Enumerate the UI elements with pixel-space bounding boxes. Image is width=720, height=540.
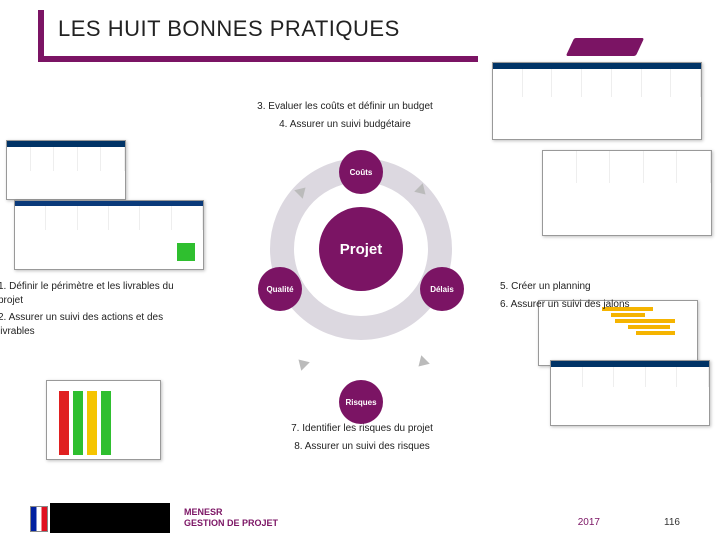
ministry-logo xyxy=(50,503,170,533)
chevron-icon xyxy=(294,355,310,371)
practice-6: 6. Assurer un suivi des jalons xyxy=(500,298,700,312)
practice-7: 7. Identifier les risques du projet xyxy=(252,422,472,436)
practice-4: 4. Assurer un suivi budgétaire xyxy=(210,118,480,132)
mini-table-cost-2 xyxy=(542,150,712,236)
page-number: 116 xyxy=(664,517,680,528)
mini-table-cost-1 xyxy=(492,62,702,140)
node-risques: Risques xyxy=(339,380,383,424)
accent-stroke xyxy=(566,38,644,56)
mini-table-quality-1 xyxy=(6,140,126,200)
footer-org-line2: GESTION DE PROJET xyxy=(184,518,278,529)
node-qualite: Qualité xyxy=(258,267,302,311)
hub-projet: Projet xyxy=(319,207,403,291)
title-block: LES HUIT BONNES PRATIQUES xyxy=(38,10,478,62)
practice-1: 1. Définir le périmètre et les livrables… xyxy=(0,280,198,307)
mini-table-quality-2 xyxy=(14,200,204,270)
node-couts: Coûts xyxy=(339,150,383,194)
practice-5: 5. Créer un planning xyxy=(500,280,700,294)
footer-bar: MENESR GESTION DE PROJET 2017 116 xyxy=(0,496,720,540)
footer-org-line1: MENESR xyxy=(184,507,278,518)
mini-gantt-2 xyxy=(550,360,710,426)
footer-org: MENESR GESTION DE PROJET xyxy=(184,507,278,530)
practice-2: 2. Assurer un suivi des actions et des l… xyxy=(0,311,198,338)
left-practice-list: 1. Définir le périmètre et les livrables… xyxy=(0,280,198,338)
practice-3: 3. Evaluer les coûts et définir un budge… xyxy=(210,100,480,114)
footer-year: 2017 xyxy=(578,517,600,528)
mini-risk-heatmap xyxy=(46,380,161,460)
bottom-practice-list: 7. Identifier les risques du projet 8. A… xyxy=(252,422,472,453)
practice-8: 8. Assurer un suivi des risques xyxy=(252,440,472,454)
page-title: LES HUIT BONNES PRATIQUES xyxy=(58,16,478,42)
right-practice-list: 5. Créer un planning 6. Assurer un suivi… xyxy=(500,280,700,311)
chevron-icon xyxy=(414,355,430,371)
top-practice-list: 3. Evaluer les coûts et définir un budge… xyxy=(210,100,480,131)
node-delais: Délais xyxy=(420,267,464,311)
